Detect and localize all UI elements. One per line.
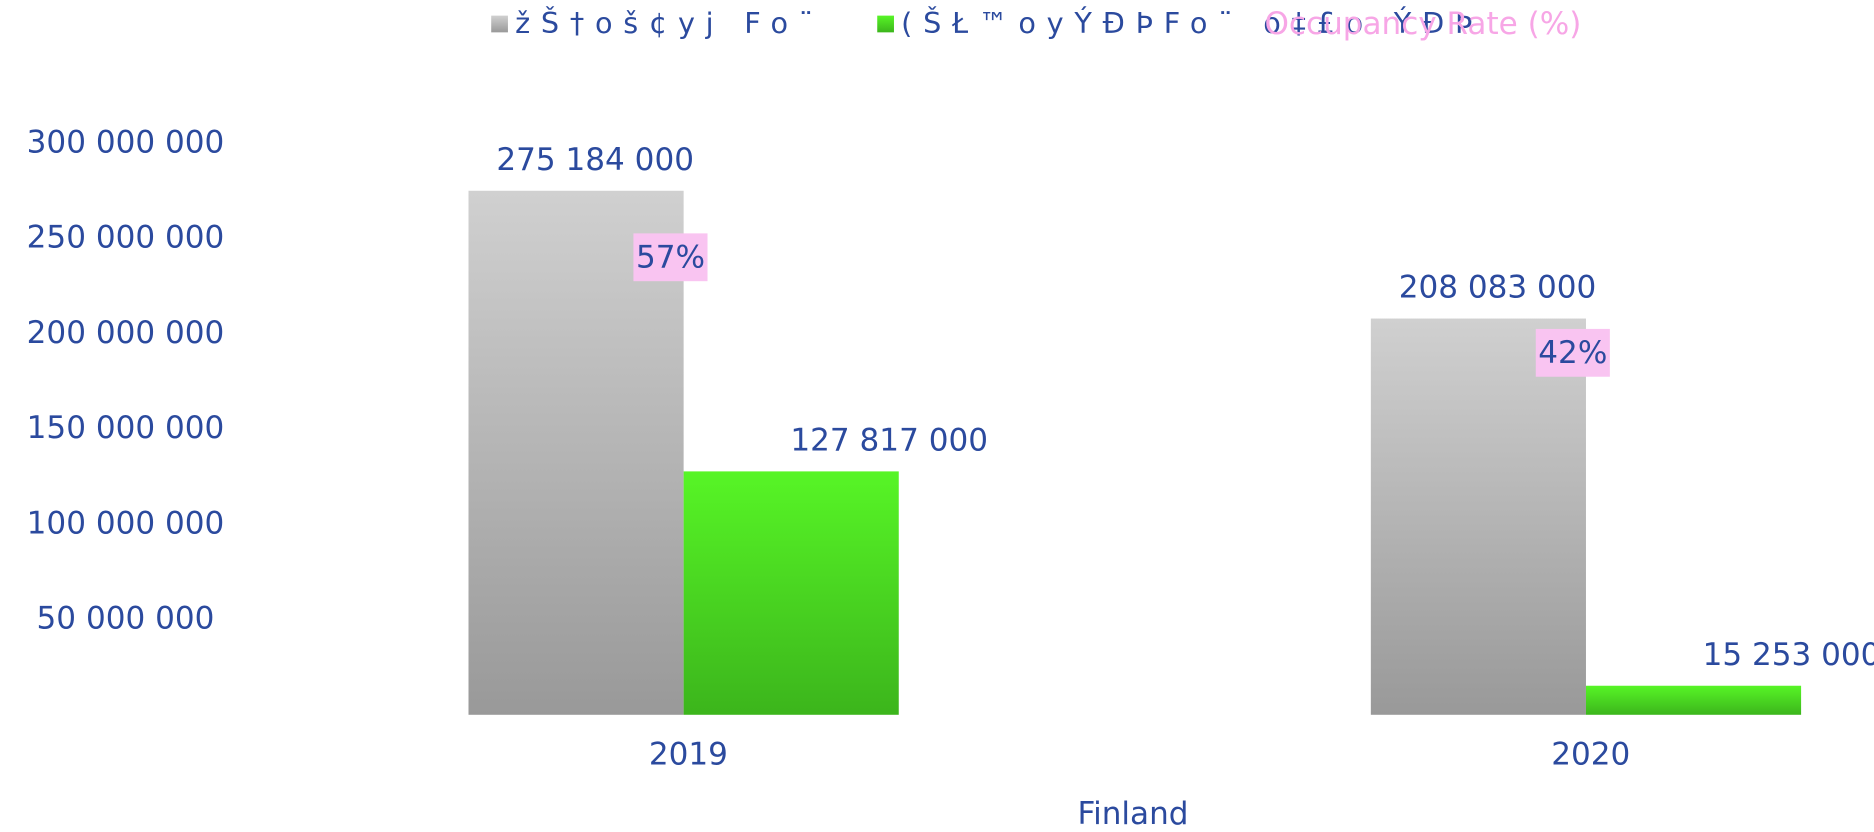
value-label: 15 253 000 xyxy=(1703,637,1874,673)
y-tick-label: 250 000 000 xyxy=(27,220,225,256)
x-tick-label: 2019 xyxy=(649,736,728,772)
value-label: 208 083 000 xyxy=(1399,270,1597,306)
value-label: 275 184 000 xyxy=(496,142,694,178)
x-axis-title: Finland xyxy=(1078,796,1189,832)
y-tick-label: 200 000 000 xyxy=(27,315,225,351)
rate-label: 42% xyxy=(1538,335,1607,371)
rate-label: 57% xyxy=(636,239,705,275)
legend-label: Occupancy Rate (%) xyxy=(1264,6,1581,42)
legend-swatch xyxy=(877,15,894,33)
y-tick-label: 100 000 000 xyxy=(27,505,225,541)
x-tick-label: 2020 xyxy=(1551,736,1630,772)
legend-swatch xyxy=(491,15,508,33)
y-tick-label: 300 000 000 xyxy=(27,125,225,161)
rate-label-box xyxy=(1535,328,1610,377)
rate-label-box xyxy=(633,233,708,282)
bar xyxy=(683,471,899,715)
bar xyxy=(1585,685,1802,715)
bar xyxy=(1370,318,1586,715)
y-tick-label: 150 000 000 xyxy=(27,410,225,446)
legend-label: (ŠŁ™oyÝĐÞFo¨ o‡£o ÝĐÞ xyxy=(901,6,1483,40)
value-label: 127 817 000 xyxy=(790,423,988,459)
legend-label: žŠ†oš¢yj Fo¨ xyxy=(515,6,824,40)
y-tick-label: 50 000 000 xyxy=(37,601,215,637)
